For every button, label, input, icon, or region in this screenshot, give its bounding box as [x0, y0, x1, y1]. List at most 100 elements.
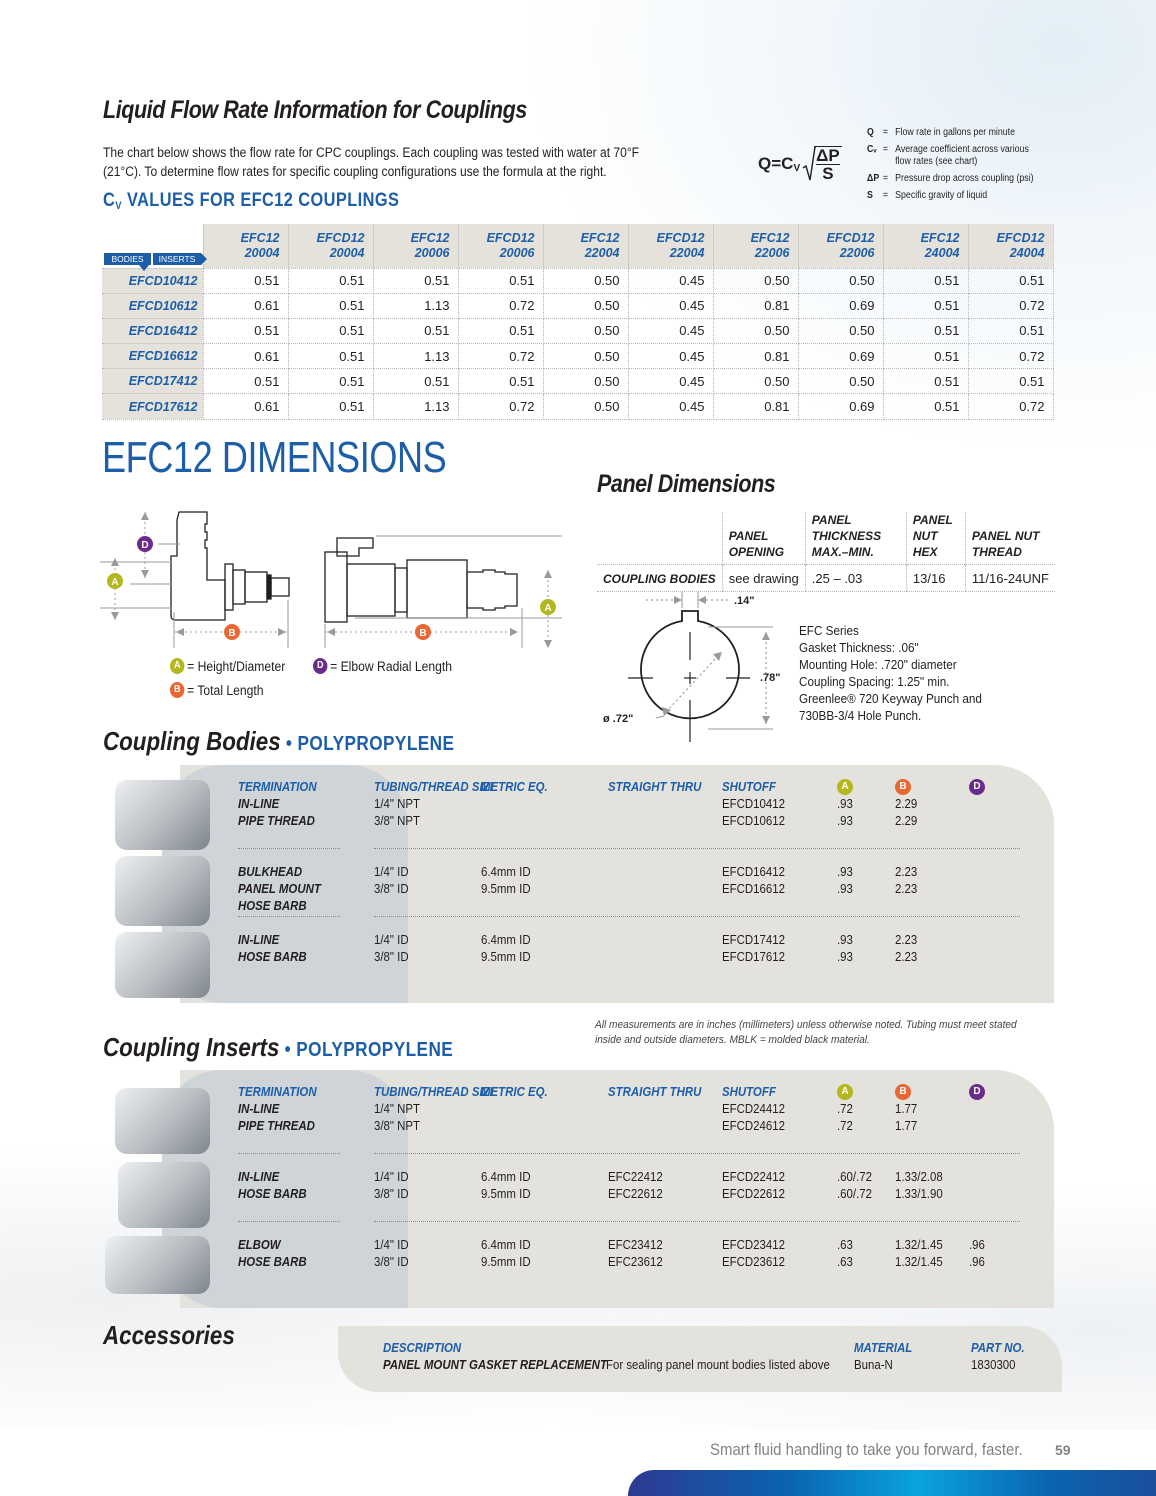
formula-legend: Q = Flow rate in gallons per minute Cᵥ = Ave… — [867, 127, 1045, 207]
badge-b-icon: B — [895, 1084, 911, 1100]
product-cell-a: .93 — [837, 932, 853, 947]
product-cell-sizes: 3/8" ID — [374, 949, 409, 964]
cv-value-cell: 0.81 — [713, 393, 799, 420]
accessories-header-part: PART NO. — [971, 1340, 1025, 1355]
legend-desc: Pressure drop across coupling (psi) — [895, 173, 1034, 184]
product-cell-metric: 9.5mm ID — [481, 1186, 531, 1201]
accessories-header-material: MATERIAL — [854, 1340, 913, 1355]
cv-value-cell: 0.45 — [628, 318, 714, 345]
cv-value-cell: 0.51 — [288, 368, 374, 395]
cv-value-cell: 0.81 — [713, 293, 799, 319]
cv-table-row: EFCD10612 0.61 0.51 1.13 0.72 0.50 0.45 0.81 0.6… — [102, 293, 1054, 319]
cv-title-c: C — [103, 190, 116, 211]
row-divider — [238, 848, 340, 849]
row-header-body: EFCD10612 — [102, 293, 204, 319]
product-cell-b: 1.33/1.90 — [895, 1186, 943, 1201]
cv-value-cell: 0.50 — [543, 393, 629, 420]
svg-text:A: A — [544, 603, 551, 614]
row-divider — [374, 916, 1020, 917]
badge-b-icon: B — [170, 682, 185, 698]
termination-label: HOSE BARB — [238, 1186, 307, 1201]
cv-value-cell: 0.61 — [203, 393, 289, 420]
column-header: EFC12 24004 — [883, 224, 969, 269]
termination-label: IN-LINE — [238, 796, 280, 811]
accessory-name: PANEL MOUNT GASKET REPLACEMENT — [383, 1357, 607, 1372]
panel-cell: .25 – .03 — [804, 564, 907, 592]
product-cell-shutoff: EFCD10412 — [722, 796, 785, 811]
cv-value-cell: 0.50 — [713, 368, 799, 395]
product-cell-metric: 6.4mm ID — [481, 1237, 531, 1252]
panel-header-thickness: PANEL THICKNESS MAX.–MIN. — [804, 512, 907, 565]
cv-value-cell: 0.51 — [203, 268, 289, 294]
row-divider — [374, 1153, 1020, 1154]
product-image-bulkhead — [115, 856, 210, 926]
cv-value-cell: 0.50 — [543, 268, 629, 294]
product-cell-a: .93 — [837, 864, 853, 879]
termination-label: HOSE BARB — [238, 1254, 307, 1269]
product-cell-sizes: 1/4" ID — [374, 1169, 409, 1184]
cv-value-cell: 0.51 — [203, 318, 289, 345]
product-cell-a: .93 — [837, 881, 853, 896]
product-cell-sizes: 3/8" ID — [374, 881, 409, 896]
termination-label: HOSE BARB — [238, 949, 307, 964]
row-divider — [374, 848, 1020, 849]
product-cell-b: 1.32/1.45 — [895, 1237, 943, 1252]
cv-value-cell: 0.72 — [458, 293, 544, 319]
column-header: EFCD12 20004 — [288, 224, 374, 269]
product-cell-a: .93 — [837, 949, 853, 964]
badge-d-icon: D — [969, 1084, 985, 1100]
column-header: EFCD12 24004 — [968, 224, 1054, 269]
panel-note-line: Greenlee® 720 Keyway Punch and — [799, 691, 982, 706]
product-cell-metric: 9.5mm ID — [481, 881, 531, 896]
cv-value-cell: 0.69 — [798, 343, 884, 370]
cv-value-cell: 0.45 — [628, 293, 714, 319]
cv-value-cell: 0.51 — [458, 268, 544, 294]
cv-table-row: EFCD16412 0.51 0.51 0.51 0.51 0.50 0.45 0.50 0.5… — [102, 318, 1054, 345]
product-cell-b: 2.23 — [895, 864, 918, 879]
cv-value-cell: 0.50 — [798, 268, 884, 294]
formula-numerator: ΔP — [816, 146, 840, 165]
cv-value-cell: 0.50 — [543, 368, 629, 395]
product-cell-b: 2.29 — [895, 796, 918, 811]
product-cell-a: .93 — [837, 796, 853, 811]
product-cell-sizes: 1/4" ID — [374, 864, 409, 879]
legend-b-text: = Total Length — [187, 682, 264, 698]
product-cell-a: .93 — [837, 813, 853, 828]
product-cell-b: 2.23 — [895, 949, 918, 964]
measurement-note: All measurements are in inches (millimet… — [595, 1018, 1017, 1048]
cv-value-cell: 0.51 — [288, 393, 374, 420]
cv-value-cell: 0.51 — [883, 268, 969, 294]
coupling-inserts-title: Coupling Inserts • POLYPROPYLENE — [103, 1032, 453, 1063]
badge-d-text: D — [141, 540, 148, 551]
product-cell-shutoff: EFCD16612 — [722, 881, 785, 896]
product-cell-a: .63 — [837, 1237, 853, 1252]
cv-value-cell: 0.51 — [883, 393, 969, 420]
flow-formula: Q=C V ΔP S — [758, 146, 842, 182]
product-cell-d: .96 — [969, 1237, 985, 1252]
header-termination: TERMINATION — [238, 779, 317, 794]
header-shutoff: SHUTOFF — [722, 779, 776, 794]
panel-header-opening: PANEL OPENING — [721, 512, 806, 565]
square-root-icon — [802, 146, 817, 181]
panel-cell: 11/16-24UNF — [964, 564, 1055, 592]
panel-dimensions-table: PANEL OPENING PANEL THICKNESS MAX.–MIN. PA… — [597, 512, 1055, 592]
bodies-material: • POLYPROPYLENE — [280, 733, 455, 755]
column-header: EFCD12 22004 — [628, 224, 714, 269]
page-number: 59 — [1055, 1442, 1071, 1458]
legend-desc: Specific gravity of liquid — [895, 190, 988, 201]
product-cell-sizes: 3/8" ID — [374, 1186, 409, 1201]
panel-table-row: COUPLING BODIES see drawing .25 – .03 13… — [597, 564, 1055, 592]
product-cell-shutoff: EFCD23612 — [722, 1254, 785, 1269]
cv-value-cell: 0.50 — [543, 293, 629, 319]
cv-value-cell: 0.51 — [373, 368, 459, 395]
dimension-drawing: D A B B A — [100, 511, 562, 648]
product-cell-b: 1.33/2.08 — [895, 1169, 943, 1184]
product-cell-sizes: 3/8" ID — [374, 1254, 409, 1269]
legend-desc: Flow rate in gallons per minute — [895, 127, 1016, 138]
svg-text:B: B — [419, 628, 426, 639]
key-width-label: .14" — [734, 595, 755, 607]
accessories-header-description: DESCRIPTION — [383, 1340, 462, 1355]
column-header: EFCD12 20006 — [458, 224, 544, 269]
panel-notes: EFC Series Gasket Thickness: .06" Mounti… — [799, 622, 982, 724]
legend-row: Q = Flow rate in gallons per minute — [867, 127, 1045, 139]
